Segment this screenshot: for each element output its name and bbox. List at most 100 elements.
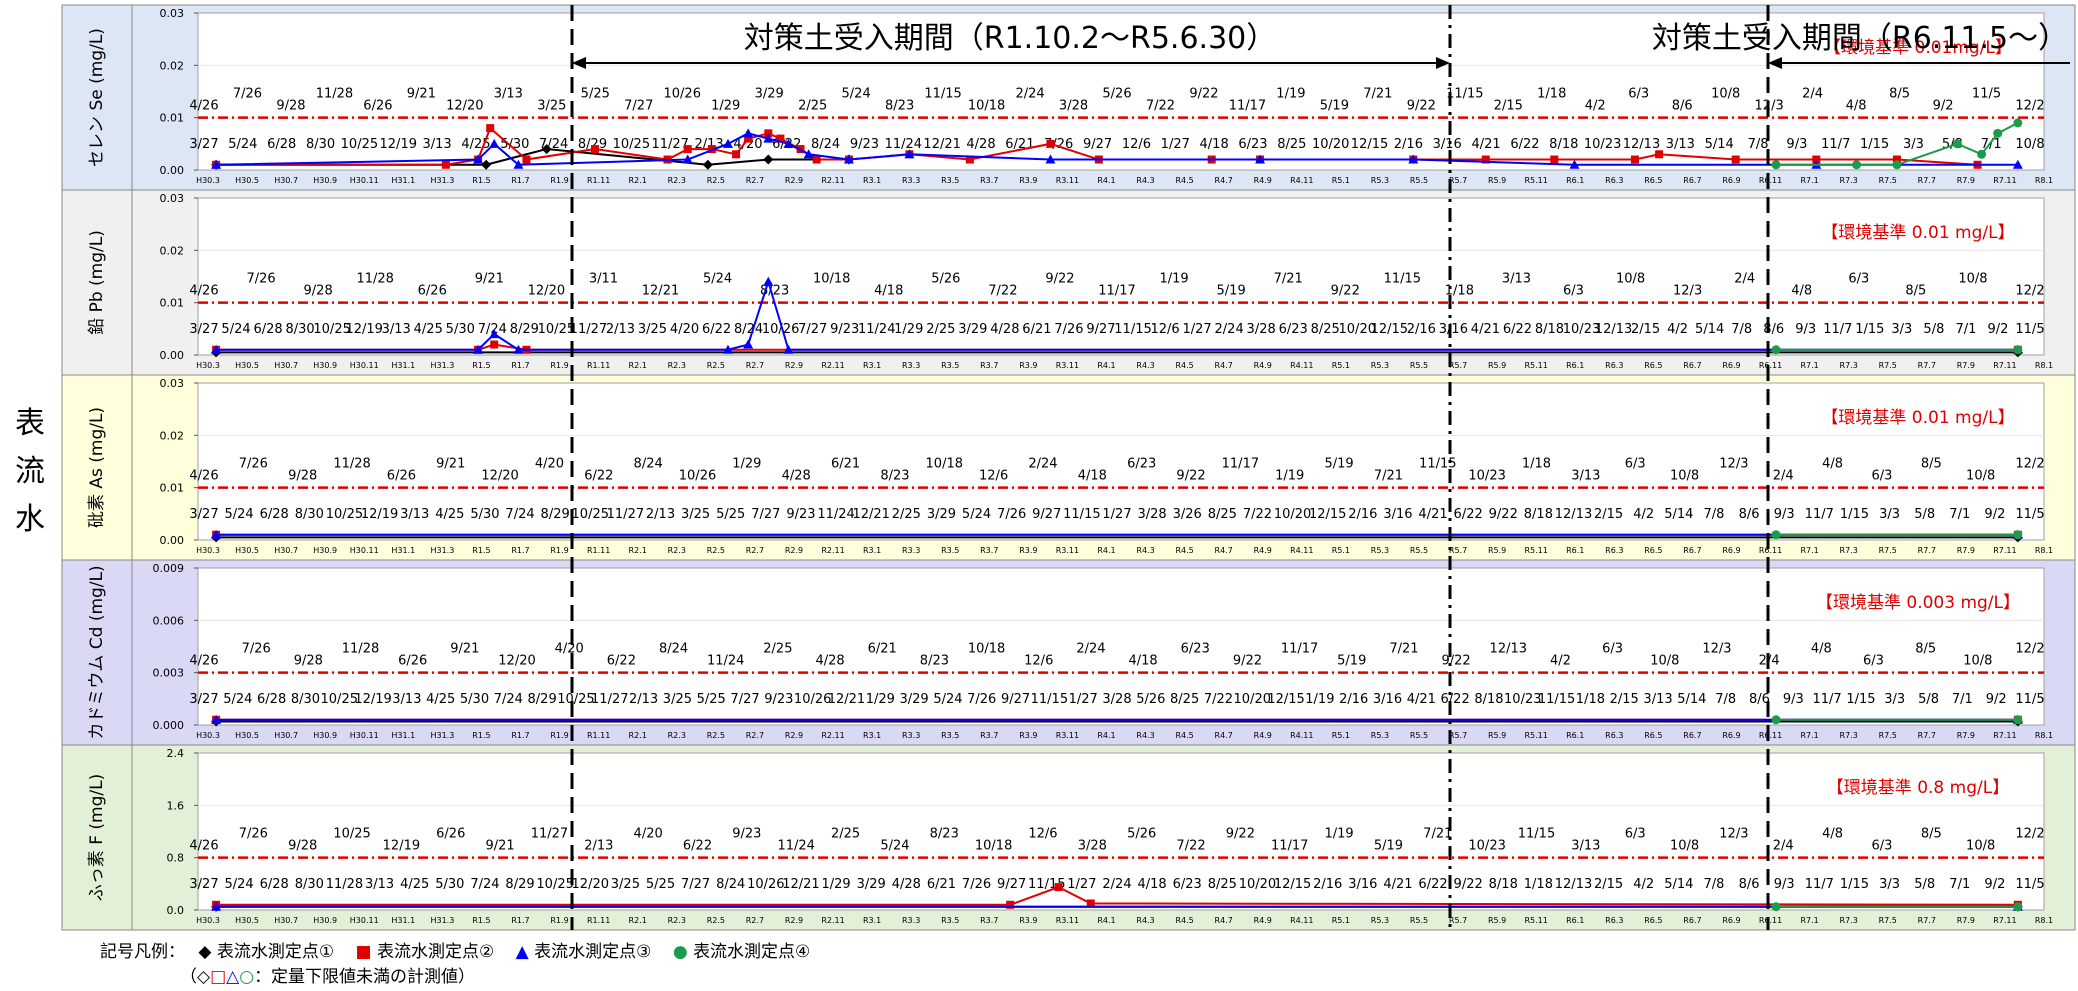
x-tick-label: R3.11 [1056, 361, 1079, 370]
date-label-lower: 10/23 [1584, 137, 1621, 152]
date-label-upper: 7/26 [242, 642, 271, 657]
x-tick-label: R4.11 [1290, 546, 1313, 555]
x-tick-label: R3.5 [941, 546, 959, 555]
date-label-lower: 6/21 [1022, 322, 1051, 337]
x-tick-label: R3.3 [902, 916, 920, 925]
date-label-lower: 3/13 [423, 137, 452, 152]
date-label-lower: 11/5 [2015, 507, 2044, 522]
date-label-upper: 11/15 [1518, 827, 1555, 842]
date-label-upper: 1/29 [732, 457, 761, 472]
date-label-upper: 8/23 [885, 99, 914, 114]
date-label-lower: 3/29 [900, 692, 929, 707]
date-label-upper: 10/8 [1670, 469, 1699, 484]
date-label-lower: 9/3 [1774, 507, 1795, 522]
x-tick-label: R5.9 [1488, 361, 1506, 370]
date-label-upper: 11/15 [1446, 87, 1483, 102]
date-label-lower: 1/27 [1102, 507, 1131, 522]
x-tick-label: H30.3 [196, 361, 220, 370]
date-label-lower: 4/2 [1633, 877, 1654, 892]
x-tick-label: R2.7 [746, 731, 764, 740]
date-label-lower: 10/26 [762, 322, 799, 337]
point-marker [764, 129, 773, 138]
date-label-lower: 12/15 [1371, 322, 1408, 337]
x-tick-label: R8.1 [2035, 176, 2053, 185]
date-label-lower: 8/29 [541, 507, 570, 522]
date-label-lower: 2/24 [1102, 877, 1131, 892]
point-marker [682, 154, 693, 164]
date-label-upper: 5/19 [1320, 99, 1349, 114]
date-label-lower: 7/8 [1704, 877, 1725, 892]
date-label-lower: 5/24 [225, 877, 254, 892]
date-label-upper: 10/18 [926, 457, 963, 472]
x-tick-label: R2.1 [629, 546, 647, 555]
x-tick-label: R5.11 [1524, 916, 1547, 925]
date-label-upper: 7/21 [1374, 469, 1403, 484]
x-tick-label: R7.5 [1879, 731, 1897, 740]
date-label-upper: 4/20 [555, 642, 584, 657]
date-label-upper: 1/18 [1445, 284, 1474, 299]
x-tick-label: H30.11 [350, 731, 379, 740]
date-label-lower: 4/28 [990, 322, 1019, 337]
date-label-upper: 6/3 [1848, 272, 1869, 287]
date-label-lower: 8/25 [1311, 322, 1340, 337]
date-label-upper: 5/24 [880, 839, 909, 854]
date-label-lower: 9/2 [1986, 692, 2007, 707]
date-label-lower: 5/30 [500, 137, 529, 152]
date-label-lower: 4/21 [1407, 692, 1436, 707]
date-label-lower: 12/19 [361, 507, 398, 522]
x-tick-label: R2.9 [785, 546, 803, 555]
x-tick-label: R6.5 [1644, 731, 1662, 740]
date-label-upper: 9/28 [288, 469, 317, 484]
x-tick-label: H31.3 [430, 731, 454, 740]
date-label-lower: 8/24 [734, 322, 763, 337]
x-tick-label: H31.3 [430, 361, 454, 370]
date-label-upper: 6/26 [436, 827, 465, 842]
date-label-upper: 7/21 [1423, 827, 1452, 842]
date-label-upper: 9/2 [1933, 99, 1954, 114]
x-tick-label: R5.9 [1488, 546, 1506, 555]
y-tick-label: 0.00 [160, 534, 185, 547]
date-label-lower: 11/15 [1114, 322, 1151, 337]
x-tick-label: H30.9 [313, 361, 337, 370]
date-label-upper: 11/17 [1222, 457, 1259, 472]
x-tick-label: R4.5 [1175, 546, 1193, 555]
date-label-lower: 10/20 [1274, 507, 1311, 522]
point-marker [812, 155, 821, 164]
x-tick-label: R4.3 [1136, 731, 1154, 740]
x-tick-label: H30.11 [350, 176, 379, 185]
x-tick-label: R3.3 [902, 731, 920, 740]
date-label-lower: 4/21 [1471, 137, 1500, 152]
date-label-upper: 12/3 [1702, 642, 1731, 657]
date-label-upper: 10/8 [1958, 272, 1987, 287]
x-tick-label: R7.1 [1800, 546, 1818, 555]
x-tick-label: R2.7 [746, 916, 764, 925]
date-label-upper: 2/4 [1802, 87, 1823, 102]
date-label-lower: 9/2 [1988, 322, 2009, 337]
panel-2: 鉛 Pb (mg/L) 0.00 0.01 0.02 0.03 H30.3 H30.5 H30… [61, 189, 2076, 376]
date-label-lower: 3/27 [189, 322, 218, 337]
date-label-lower: 3/28 [1138, 507, 1167, 522]
date-label-lower: 2/25 [926, 322, 955, 337]
x-tick-label: R2.5 [707, 731, 725, 740]
y-axis-label: カドミウム Cd (mg/L) [87, 565, 107, 739]
date-label-upper: 10/8 [1963, 654, 1992, 669]
point-marker [441, 160, 450, 169]
x-tick-label: R2.11 [821, 361, 844, 370]
x-tick-label: R7.9 [1957, 361, 1975, 370]
date-label-upper: 6/3 [1628, 87, 1649, 102]
point-marker [1046, 139, 1055, 148]
date-label-lower: 9/23 [850, 137, 879, 152]
date-label-upper: 5/26 [931, 272, 960, 287]
date-label-lower: 5/25 [716, 507, 745, 522]
date-label-lower: 4/2 [1667, 322, 1688, 337]
date-label-upper: 8/5 [1921, 457, 1942, 472]
x-tick-label: R3.9 [1019, 546, 1037, 555]
y-axis-label: セレン Se (mg/L) [87, 28, 107, 167]
date-label-lower: 1/18 [1524, 877, 1553, 892]
date-label-upper: 6/23 [1181, 642, 1210, 657]
point-marker [541, 144, 552, 155]
legend-label: 表流水測定点② [377, 942, 495, 962]
x-tick-label: R4.3 [1136, 176, 1154, 185]
x-tick-label: R3.5 [941, 361, 959, 370]
panel-5: ふっ素 F (mg/L) 0.0 0.8 1.6 2.4 H30.3 H30.5 H30.7 H… [61, 744, 2076, 931]
